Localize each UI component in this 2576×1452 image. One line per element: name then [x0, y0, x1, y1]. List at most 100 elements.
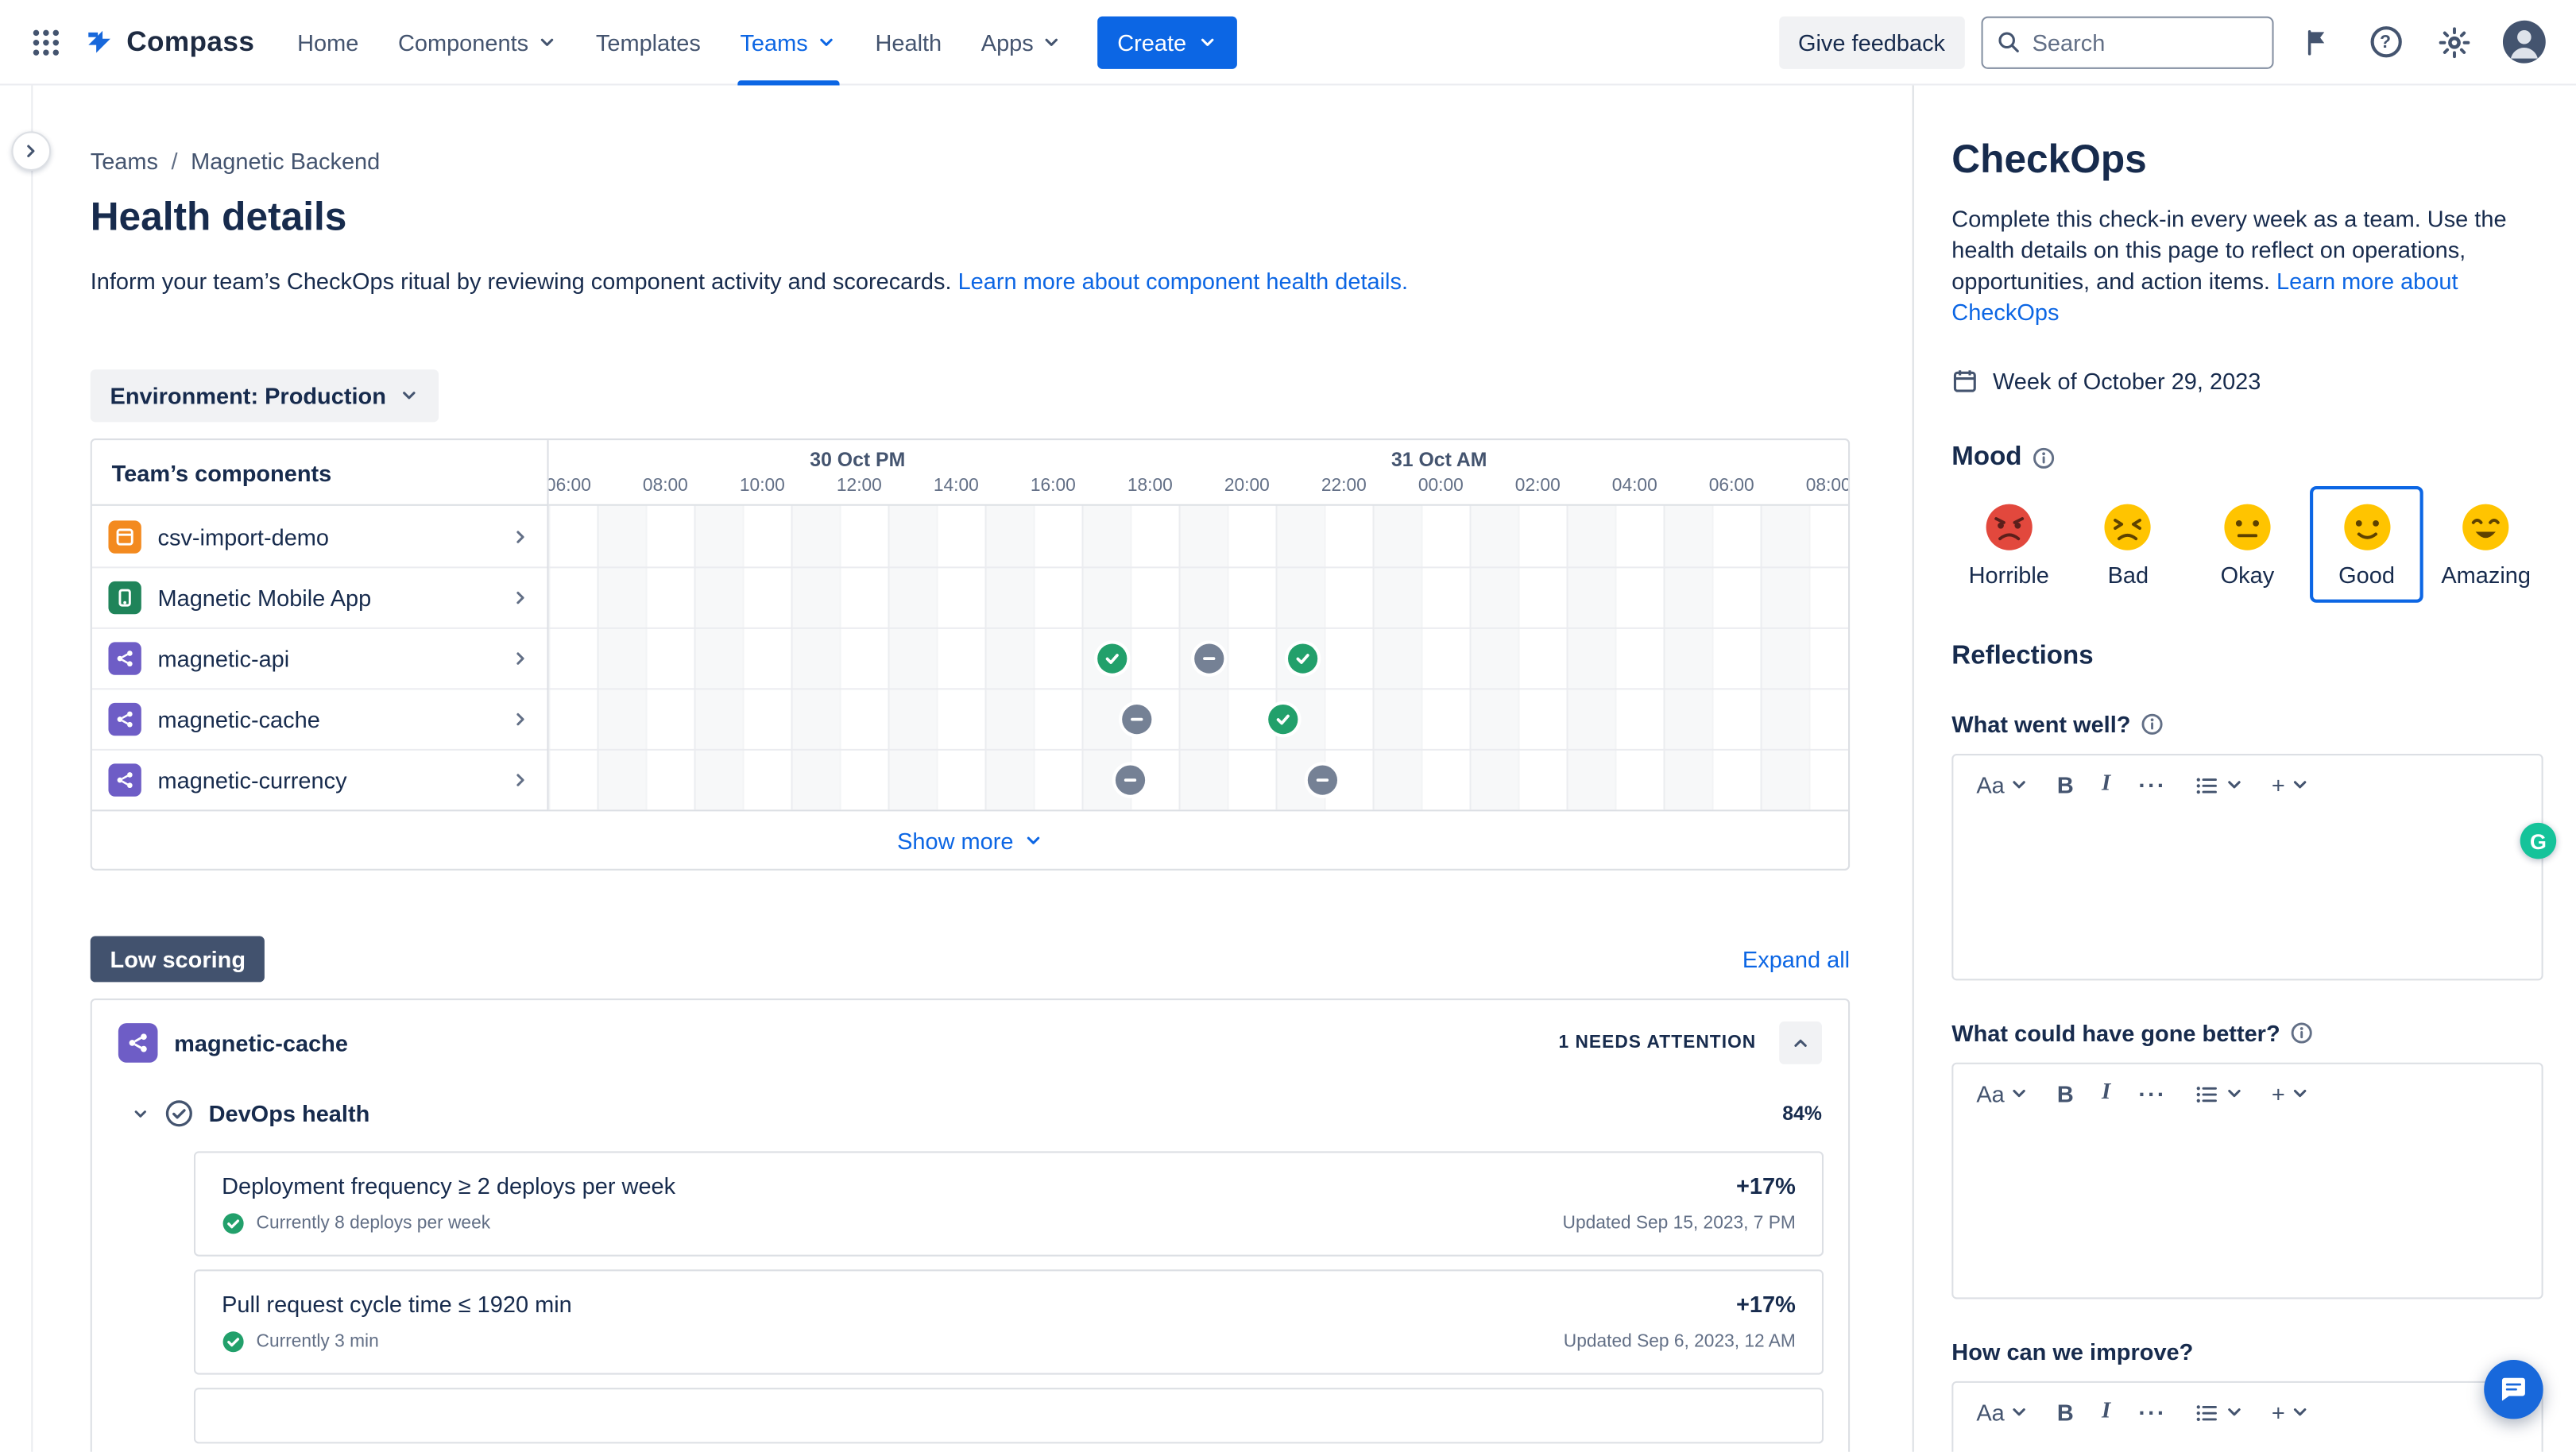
text-style-button[interactable]: Aa	[1976, 1080, 2029, 1107]
expand-all-link[interactable]: Expand all	[1742, 945, 1851, 973]
mood-option-label: Bad	[2107, 562, 2149, 589]
search-box[interactable]	[1981, 15, 2274, 68]
component-row[interactable]: magnetic-currency	[91, 748, 547, 810]
timeline-date-label: 30 Oct PM	[810, 448, 906, 472]
breadcrumb-item[interactable]: Teams	[90, 148, 158, 175]
insert-button[interactable]: +	[2272, 1080, 2310, 1107]
nav-item-components[interactable]: Components	[378, 0, 576, 84]
okay-face-icon	[2222, 503, 2272, 552]
mood-option-horrible[interactable]: Horrible	[1951, 486, 2066, 603]
status-neutral-dot	[1115, 764, 1146, 794]
timeline-time-label: 12:00	[836, 476, 882, 496]
nav-item-templates[interactable]: Templates	[595, 29, 701, 56]
component-name: magnetic-api	[157, 645, 290, 672]
scorecard-filter-row: Low scoring Expand all	[90, 936, 1851, 983]
top-nav: Compass Home Components Templates Teams Heal…	[0, 0, 2576, 86]
italic-button[interactable]: I	[2101, 1399, 2111, 1424]
breadcrumb-item[interactable]: Magnetic Backend	[191, 148, 381, 175]
timeline-grid	[548, 505, 1849, 810]
flag-icon[interactable]	[2290, 16, 2342, 68]
component-row[interactable]: magnetic-cache	[91, 688, 547, 749]
metric-card[interactable]: Pull request cycle time ≤ 1920 min +17% Cu…	[193, 1269, 1824, 1375]
bold-button[interactable]: B	[2056, 1080, 2074, 1107]
text-style-button[interactable]: Aa	[1976, 1400, 2029, 1426]
list-button[interactable]	[2195, 1400, 2244, 1425]
component-name[interactable]: magnetic-cache	[174, 1029, 348, 1056]
chevron-right-icon[interactable]	[511, 709, 531, 729]
text-style-button[interactable]: Aa	[1976, 772, 2029, 798]
grammarly-icon[interactable]: G	[2520, 822, 2557, 859]
checkops-description-text: Complete this check-in every week as a t…	[1951, 205, 2507, 295]
mood-option-amazing[interactable]: Amazing	[2429, 486, 2543, 603]
user-avatar[interactable]	[2497, 16, 2550, 68]
info-icon[interactable]	[2032, 446, 2055, 469]
metric-card[interactable]: Deployment frequency ≥ 2 deploys per wee…	[193, 1151, 1824, 1257]
nav-item-teams[interactable]: Teams	[721, 0, 856, 85]
timeline-time-label: 06:00	[548, 476, 591, 496]
more-formatting-button[interactable]: ···	[2138, 1080, 2167, 1107]
health-details-learn-more-link[interactable]: Learn more about component health detail…	[957, 268, 1409, 295]
mood-option-okay[interactable]: Okay	[2190, 486, 2304, 603]
chevron-right-icon[interactable]	[511, 649, 531, 669]
show-more-label: Show more	[897, 827, 1014, 854]
component-name: csv-import-demo	[157, 523, 330, 550]
component-row[interactable]: magnetic-api	[91, 627, 547, 689]
italic-button[interactable]: I	[2101, 1080, 2111, 1106]
rich-text-editor[interactable]: Aa B I ··· +	[1951, 754, 2543, 981]
low-scoring-filter-button[interactable]: Low scoring	[90, 936, 265, 983]
question-label: What could have gone better?	[1951, 1019, 2280, 1047]
mood-option-good[interactable]: Good	[2309, 486, 2424, 603]
environment-dropdown[interactable]: Environment: Production	[90, 369, 439, 423]
component-row[interactable]: Magnetic Mobile App	[91, 566, 547, 628]
breadcrumb-separator: /	[171, 148, 178, 175]
app-switcher-icon[interactable]	[20, 16, 72, 68]
list-button[interactable]	[2195, 773, 2244, 797]
chat-widget-button[interactable]	[2484, 1359, 2543, 1419]
chevron-right-icon[interactable]	[511, 770, 531, 790]
grid-row-divider	[548, 627, 1849, 629]
settings-gear-icon[interactable]	[2428, 16, 2481, 68]
expand-sidebar-button[interactable]	[11, 131, 52, 172]
timeline-time-label: 06:00	[1708, 476, 1754, 496]
bold-button[interactable]: B	[2056, 1399, 2074, 1426]
rich-text-editor[interactable]: Aa B I ··· +	[1951, 1062, 2543, 1299]
metric-delta: +17%	[1736, 1172, 1796, 1199]
italic-button[interactable]: I	[2101, 771, 2111, 797]
compass-home-link[interactable]: Compass	[82, 25, 254, 59]
more-formatting-button[interactable]: ···	[2138, 771, 2167, 798]
rich-text-editor[interactable]: Aa B I ··· +	[1951, 1381, 2543, 1452]
checkops-description: Complete this check-in every week as a t…	[1951, 203, 2543, 328]
help-icon[interactable]: ?	[2359, 16, 2412, 68]
info-icon[interactable]	[2141, 712, 2164, 736]
caret-down-icon[interactable]	[131, 1104, 149, 1122]
search-input[interactable]	[2032, 29, 2259, 56]
give-feedback-button[interactable]: Give feedback	[1778, 15, 1965, 68]
create-button-label: Create	[1117, 29, 1187, 56]
insert-button[interactable]: +	[2272, 1400, 2310, 1426]
more-formatting-button[interactable]: ···	[2138, 1399, 2167, 1426]
bold-button[interactable]: B	[2056, 771, 2074, 798]
show-more-button[interactable]: Show more	[91, 809, 1849, 868]
component-row[interactable]: csv-import-demo	[92, 506, 547, 567]
collapsed-sidebar-rail	[0, 85, 52, 1452]
component-name: magnetic-cache	[157, 706, 320, 733]
mood-option-bad[interactable]: Bad	[2071, 486, 2185, 603]
nav-item-home[interactable]: Home	[297, 29, 359, 56]
insert-button[interactable]: +	[2272, 772, 2310, 798]
checkops-learn-more-link[interactable]: Learn more about CheckOps	[1951, 268, 2458, 326]
question-label: What went well?	[1951, 711, 2131, 738]
chevron-right-icon[interactable]	[511, 588, 531, 608]
nav-item-apps[interactable]: Apps	[961, 0, 1081, 84]
metric-pass-icon	[222, 1331, 244, 1353]
list-button[interactable]	[2195, 1082, 2244, 1106]
component-icon	[108, 519, 141, 553]
checkops-title: CheckOps	[1951, 137, 2147, 183]
scorecard-section-row[interactable]: DevOps health 84%	[92, 1086, 1848, 1141]
component-icon	[108, 642, 141, 675]
info-icon[interactable]	[2290, 1021, 2313, 1045]
chevron-right-icon[interactable]	[511, 527, 531, 546]
mood-picker: Horrible Bad Okay Good Amazing	[1951, 486, 2543, 603]
create-button[interactable]: Create	[1097, 15, 1238, 68]
nav-item-health[interactable]: Health	[875, 29, 942, 56]
collapse-card-button[interactable]	[1779, 1021, 1822, 1064]
